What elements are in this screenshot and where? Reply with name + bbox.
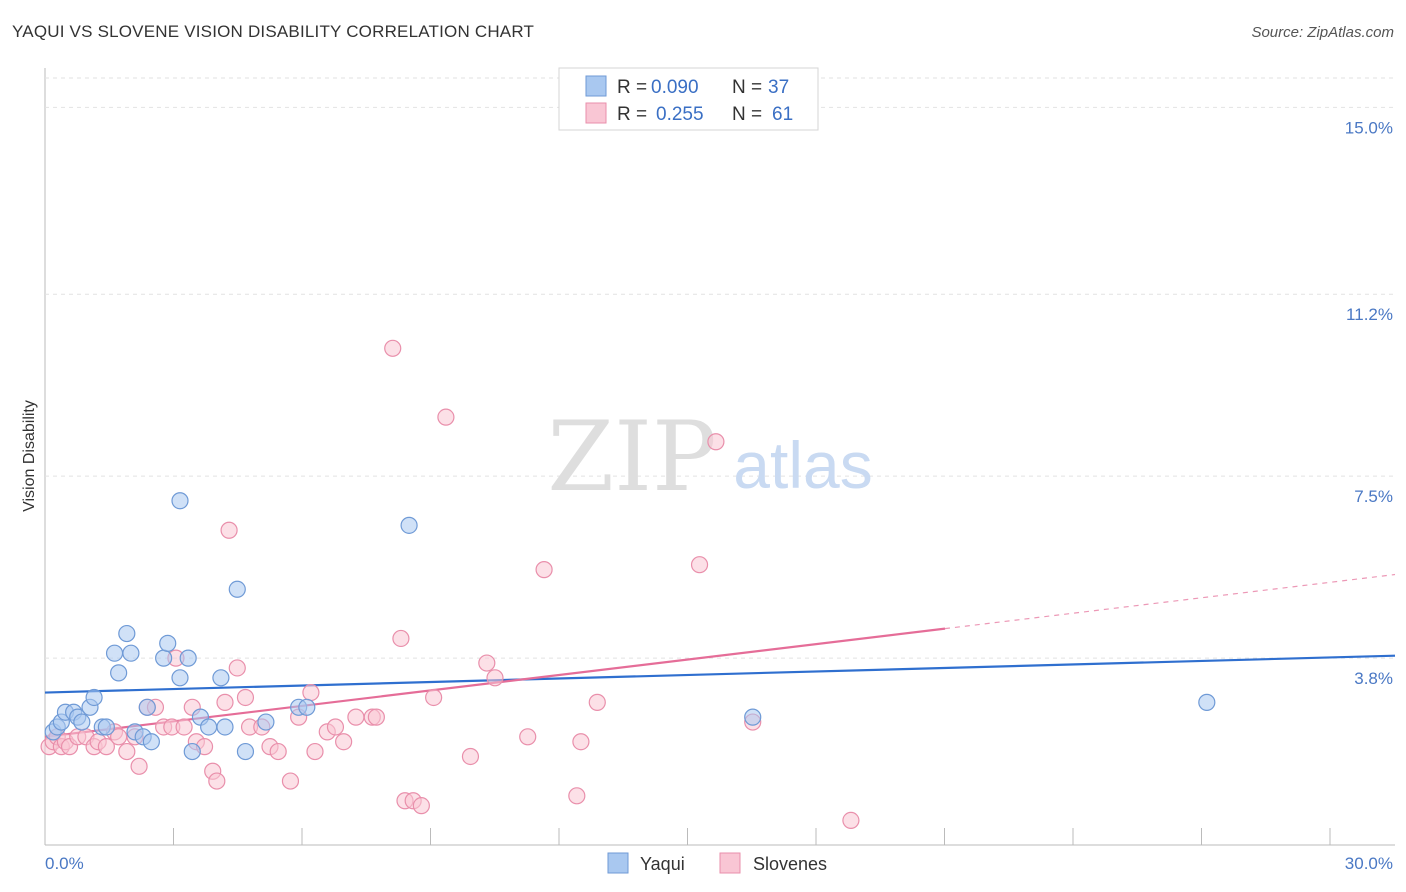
point-slovenes <box>384 339 402 357</box>
y-tick-label: 15.0% <box>1345 118 1393 137</box>
point-yaqui <box>228 580 246 598</box>
x-tick-label-max: 30.0% <box>1345 854 1393 873</box>
point-slovenes <box>236 688 255 707</box>
series-legend-label-yaqui: Yaqui <box>640 854 685 874</box>
x-axis-ticks <box>44 828 1331 845</box>
point-yaqui <box>159 634 177 652</box>
trend-lines <box>44 573 1396 738</box>
point-yaqui <box>216 718 234 736</box>
point-yaqui <box>179 649 197 667</box>
point-slovenes <box>208 772 226 790</box>
point-slovenes <box>568 787 586 805</box>
legend-r-value-slovenes: 0.255 <box>656 104 704 125</box>
point-slovenes <box>216 693 234 711</box>
point-slovenes <box>690 556 709 574</box>
y-tick-label: 3.8% <box>1354 669 1393 688</box>
point-slovenes <box>326 718 345 736</box>
legend-n-value-slovenes: 61 <box>772 104 793 125</box>
point-yaqui <box>105 644 124 662</box>
x-tick-label-min: 0.0% <box>45 854 84 873</box>
point-yaqui <box>73 713 91 731</box>
point-slovenes <box>130 757 148 775</box>
chart-source: Source: ZipAtlas.com <box>1251 24 1394 41</box>
point-slovenes <box>220 521 238 539</box>
point-yaqui <box>257 713 275 731</box>
point-slovenes <box>302 683 320 702</box>
point-slovenes <box>392 629 410 648</box>
chart-title: YAQUI VS SLOVENE VISION DISABILITY CORRE… <box>12 22 535 41</box>
legend-swatch-yaqui <box>585 75 607 97</box>
point-yaqui <box>118 624 136 643</box>
point-slovenes <box>425 688 443 707</box>
point-slovenes <box>335 733 353 751</box>
point-slovenes <box>707 433 725 451</box>
stats-legend: R = 0.090 N = 37 R = 0.255 N = 61 <box>558 67 819 131</box>
legend-r-label-slovenes: R = <box>617 104 647 125</box>
gridlines <box>45 106 1395 659</box>
point-yaqui <box>236 742 255 761</box>
point-yaqui <box>142 733 160 751</box>
point-slovenes <box>228 659 246 677</box>
legend-swatch-slovenes <box>585 102 607 124</box>
y-tick-label: 11.2% <box>1346 305 1393 324</box>
point-slovenes <box>478 654 496 672</box>
watermark-atlas: atlas <box>733 428 872 502</box>
point-yaqui <box>200 718 218 736</box>
point-yaqui <box>122 644 140 662</box>
series-legend-label-slovenes: Slovenes <box>753 854 827 874</box>
point-slovenes <box>347 708 365 726</box>
point-yaqui <box>183 742 201 761</box>
trend-line-extension-slovenes <box>944 573 1396 630</box>
point-slovenes <box>842 811 860 830</box>
point-yaqui <box>110 664 128 682</box>
data-points <box>40 339 1216 830</box>
point-yaqui <box>1198 693 1216 711</box>
point-yaqui <box>298 698 316 716</box>
series-legend-swatch-slovenes <box>719 852 741 874</box>
point-yaqui <box>97 718 115 736</box>
point-yaqui <box>212 669 230 687</box>
point-yaqui <box>85 688 103 707</box>
point-slovenes <box>367 708 385 726</box>
point-slovenes <box>588 693 606 711</box>
point-slovenes <box>412 797 430 815</box>
point-slovenes <box>306 742 324 761</box>
point-slovenes <box>437 408 455 426</box>
point-yaqui <box>171 492 189 510</box>
point-slovenes <box>175 718 193 736</box>
point-slovenes <box>97 738 115 756</box>
legend-r-label-yaqui: R = <box>617 77 647 98</box>
series-legend-swatch-yaqui <box>607 852 629 874</box>
trend-line-yaqui <box>44 654 1396 694</box>
y-tick-label: 7.5% <box>1354 487 1393 506</box>
point-slovenes <box>269 742 287 761</box>
point-slovenes <box>486 669 504 687</box>
point-slovenes <box>535 561 553 579</box>
point-slovenes <box>572 733 590 751</box>
y-tick-labels: 3.8% 7.5% 11.2% 15.0% <box>1345 118 1393 688</box>
point-yaqui <box>171 669 189 687</box>
point-slovenes <box>281 772 300 790</box>
point-slovenes <box>118 742 136 761</box>
point-yaqui <box>744 708 762 726</box>
legend-n-label-slovenes: N = <box>732 104 762 125</box>
watermark-zip: ZIP <box>547 401 716 513</box>
point-yaqui <box>155 649 173 667</box>
point-yaqui <box>138 698 156 716</box>
y-axis-label: Vision Disability <box>21 400 38 512</box>
point-yaqui <box>400 516 418 534</box>
series-legend: Yaqui Slovenes <box>607 852 827 874</box>
legend-n-label-yaqui: N = <box>732 77 762 98</box>
point-slovenes <box>461 747 480 766</box>
point-slovenes <box>519 728 537 746</box>
legend-r-value-yaqui: 0.090 <box>651 77 699 98</box>
legend-n-value-yaqui: 37 <box>768 77 789 98</box>
